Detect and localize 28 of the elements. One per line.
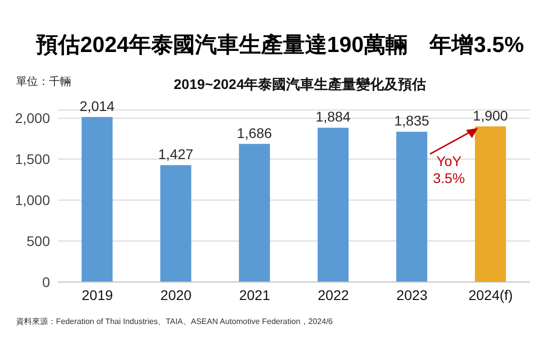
- bar: [238, 144, 270, 282]
- y-tick-label: 1,500: [14, 151, 50, 168]
- data-label: 1,884: [316, 108, 351, 125]
- x-tick-label: 2024(f): [468, 286, 513, 303]
- x-tick-label: 2020: [160, 286, 192, 303]
- data-label: 1,900: [472, 107, 508, 124]
- bar: [474, 126, 506, 282]
- x-tick-label: 2019: [82, 286, 114, 303]
- y-tick-label: 500: [26, 233, 50, 250]
- x-tick-label: 2022: [318, 286, 350, 303]
- bar: [318, 128, 349, 282]
- data-label: 2,014: [80, 98, 115, 114]
- x-tick-label: 2021: [239, 286, 270, 303]
- y-tick-label: 0: [42, 274, 50, 290]
- data-label: 1,686: [236, 124, 272, 141]
- data-label: 1,835: [394, 112, 430, 129]
- data-label: 1,427: [158, 146, 194, 162]
- annotation: YoY 3.5%: [432, 153, 466, 188]
- bar: [160, 165, 192, 282]
- y-tick-label: 1,000: [14, 192, 50, 208]
- chart-subtitle: 2019~2024年泰國汽車生產量變化及預估: [174, 76, 426, 92]
- y-tick-label: 2,000: [14, 110, 50, 126]
- x-tick-label: 2023: [396, 286, 428, 303]
- bar: [82, 117, 113, 282]
- source-note: 資料來源：Federation of Thai Industries、TAIA、ASEAN Automotive Federation，2024/6: [16, 316, 333, 327]
- chart-title: 預估2024年泰國汽車生產量達190萬輛 年增3.5%: [35, 31, 525, 59]
- bar: [396, 132, 428, 282]
- y-axis-title: 單位：千輛: [16, 75, 71, 89]
